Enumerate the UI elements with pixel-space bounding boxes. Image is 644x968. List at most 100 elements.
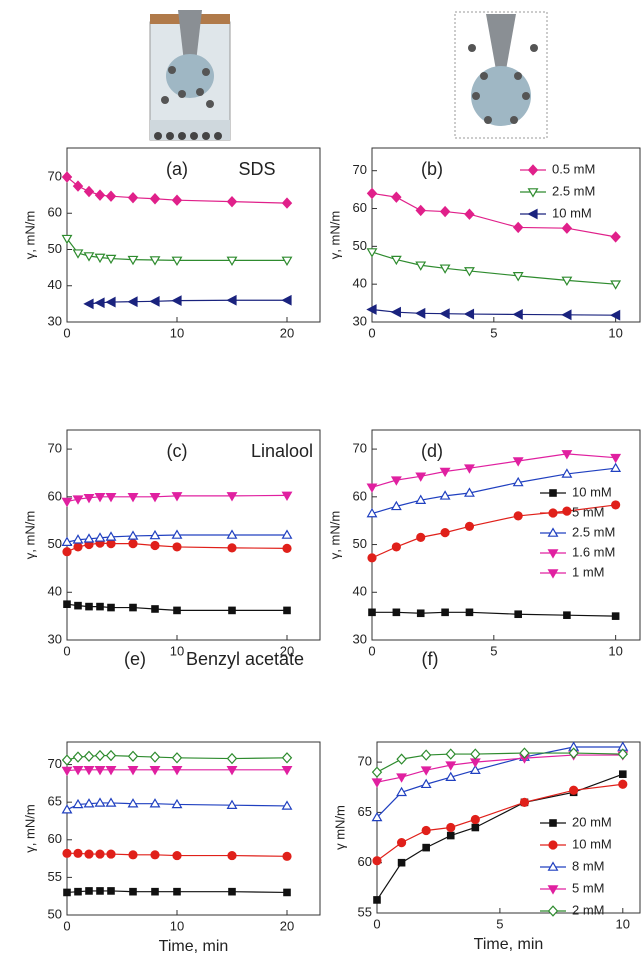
legend-marker bbox=[548, 508, 558, 518]
illustration-pendant-cell bbox=[149, 10, 231, 141]
data-point bbox=[464, 464, 475, 474]
x-tick-label: 20 bbox=[280, 643, 294, 658]
series-line bbox=[67, 238, 287, 261]
x-tick-label: 5 bbox=[490, 325, 497, 340]
x-tick-label: 10 bbox=[608, 325, 622, 340]
data-point bbox=[561, 222, 573, 234]
series-line bbox=[67, 494, 288, 503]
legend-label: 10 mM bbox=[572, 484, 612, 499]
x-tick-label: 10 bbox=[170, 325, 184, 340]
legend-marker bbox=[547, 569, 559, 579]
series-line bbox=[377, 773, 624, 901]
data-point bbox=[366, 248, 378, 258]
data-point bbox=[171, 256, 183, 266]
data-point bbox=[171, 529, 183, 539]
data-point bbox=[562, 506, 572, 516]
legend-marker bbox=[547, 549, 559, 559]
data-point bbox=[569, 785, 579, 795]
data-point bbox=[127, 798, 139, 808]
data-point bbox=[172, 542, 182, 552]
data-point bbox=[226, 294, 237, 306]
data-point bbox=[150, 850, 160, 860]
y-tick-label: 40 bbox=[353, 276, 367, 291]
data-point bbox=[228, 606, 236, 615]
data-point bbox=[83, 185, 95, 198]
legend-marker bbox=[547, 861, 559, 871]
data-point bbox=[415, 307, 426, 319]
legend-marker bbox=[547, 527, 559, 537]
y-tick-label: 60 bbox=[358, 854, 372, 869]
data-point bbox=[561, 450, 573, 460]
data-point bbox=[83, 252, 95, 262]
data-point bbox=[172, 850, 182, 861]
data-point bbox=[281, 752, 293, 764]
legend-marker bbox=[547, 885, 559, 895]
x-tick-label: 0 bbox=[63, 325, 70, 340]
data-point bbox=[171, 752, 183, 764]
data-point bbox=[561, 468, 573, 478]
panel-title: Benzyl acetate bbox=[186, 649, 304, 669]
data-point bbox=[129, 887, 137, 896]
data-point bbox=[465, 608, 474, 617]
panel-title: Linalool bbox=[251, 441, 313, 461]
data-point bbox=[151, 887, 159, 896]
x-tick-label: 10 bbox=[170, 918, 184, 933]
data-point bbox=[227, 850, 237, 861]
x-tick-label: 20 bbox=[280, 918, 294, 933]
data-point bbox=[127, 255, 139, 266]
data-point bbox=[439, 490, 451, 500]
data-point bbox=[618, 779, 628, 789]
data-point bbox=[281, 294, 292, 306]
data-point bbox=[149, 798, 161, 808]
data-point bbox=[127, 296, 138, 308]
y-tick-label: 30 bbox=[48, 631, 62, 646]
data-point bbox=[281, 256, 293, 266]
y-tick-label: 50 bbox=[353, 238, 367, 253]
data-point bbox=[83, 750, 95, 762]
data-point bbox=[127, 750, 139, 762]
data-point bbox=[149, 193, 161, 205]
data-point bbox=[94, 749, 106, 762]
y-tick-label: 55 bbox=[358, 904, 372, 919]
legend-label: 0.5 mM bbox=[552, 161, 595, 176]
data-point bbox=[72, 798, 84, 809]
data-point bbox=[446, 831, 455, 840]
data-point bbox=[226, 766, 238, 776]
data-point bbox=[366, 507, 378, 518]
data-point bbox=[61, 497, 73, 508]
data-point bbox=[464, 521, 475, 532]
x-tick-label: 0 bbox=[63, 643, 70, 658]
data-point bbox=[127, 493, 139, 503]
panel-label: (e) bbox=[124, 649, 146, 669]
y-tick-label: 70 bbox=[48, 756, 62, 771]
data-point bbox=[105, 254, 117, 265]
data-point bbox=[62, 848, 72, 858]
legend-label: 5 mM bbox=[572, 504, 605, 519]
series-line bbox=[67, 542, 288, 553]
y-tick-label: 50 bbox=[48, 906, 62, 921]
data-point bbox=[519, 747, 530, 759]
data-point bbox=[227, 543, 237, 553]
data-point bbox=[415, 472, 427, 482]
y-tick-label: 60 bbox=[353, 488, 367, 503]
legend-marker bbox=[527, 208, 538, 220]
data-point bbox=[128, 850, 138, 860]
data-point bbox=[512, 476, 524, 487]
series-line bbox=[372, 453, 616, 488]
data-point bbox=[94, 253, 106, 264]
legend-label: 20 mM bbox=[572, 814, 612, 829]
data-point bbox=[83, 766, 95, 776]
data-point bbox=[390, 500, 402, 511]
x-tick-label: 5 bbox=[490, 643, 497, 658]
data-point bbox=[61, 804, 73, 814]
data-point bbox=[512, 221, 524, 234]
data-point bbox=[512, 272, 524, 282]
data-point bbox=[173, 606, 181, 615]
series-line bbox=[67, 769, 287, 772]
data-point bbox=[396, 773, 408, 783]
series-line bbox=[67, 603, 287, 612]
y-tick-label: 60 bbox=[48, 831, 62, 846]
plot-frame bbox=[376, 741, 641, 914]
data-point bbox=[390, 255, 402, 266]
